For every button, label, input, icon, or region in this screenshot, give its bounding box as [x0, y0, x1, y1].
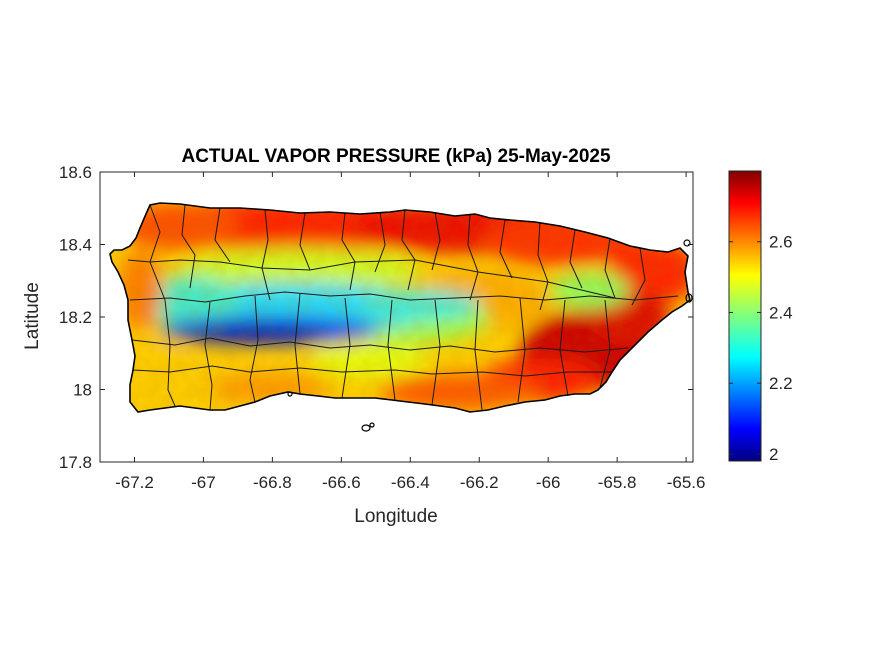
- municipal-boundary: [132, 365, 612, 377]
- municipal-boundary: [537, 221, 549, 311]
- municipal-boundary: [341, 212, 356, 291]
- x-tick-label: -65.6: [667, 473, 706, 492]
- municipal-boundary: [261, 209, 271, 301]
- islet: [683, 239, 691, 247]
- colorbar-tick-label: 2.6: [769, 233, 793, 252]
- municipal-boundary: [374, 211, 386, 273]
- municipal-boundary: [131, 337, 629, 353]
- islet: [287, 391, 293, 397]
- municipal-boundary: [341, 297, 351, 399]
- municipal-boundary: [599, 299, 611, 389]
- x-tick-label: -67: [191, 473, 216, 492]
- y-tick-label: 17.8: [59, 453, 92, 472]
- municipal-boundary: [127, 259, 616, 299]
- colorbar-ticks: 2 2.2 2.4 2.6: [729, 233, 793, 464]
- y-axis-ticks: 18.6 18.4 18.2 18 17.8: [59, 163, 693, 472]
- x-tick-label: -67.2: [115, 473, 154, 492]
- x-tick-label: -66.4: [391, 473, 430, 492]
- municipal-boundary: [181, 204, 196, 289]
- field-texture: [110, 203, 690, 412]
- x-tick-label: -66.8: [253, 473, 292, 492]
- islet: [361, 424, 371, 432]
- colorbar-tick-label: 2: [769, 445, 778, 464]
- municipal-boundary: [299, 212, 311, 271]
- municipal-boundary: [569, 229, 583, 289]
- municipal-boundary: [559, 299, 569, 397]
- x-tick-label: -66: [536, 473, 561, 492]
- municipal-boundary: [149, 204, 166, 301]
- y-tick-label: 18.2: [59, 308, 92, 327]
- municipal-boundary: [214, 207, 231, 263]
- municipal-boundary: [604, 237, 616, 299]
- x-tick-label: -65.8: [598, 473, 637, 492]
- municipal-boundary: [294, 293, 301, 395]
- y-tick-label: 18: [73, 381, 92, 400]
- municipal-boundary: [431, 211, 441, 271]
- colorbar-tick-label: 2.2: [769, 374, 793, 393]
- municipal-boundary: [431, 299, 441, 406]
- y-tick-label: 18.6: [59, 163, 92, 182]
- municipal-boundary: [387, 299, 396, 401]
- map-layer: [110, 203, 690, 412]
- municipal-boundary: [204, 301, 213, 411]
- coastline: [109, 202, 691, 413]
- x-axis-ticks: -67.2 -67 -66.8 -66.6 -66.4 -66.2 -66 -65.8 -65.…: [115, 172, 705, 492]
- x-tick-label: -66.6: [322, 473, 361, 492]
- municipal-boundary: [249, 295, 259, 403]
- municipal-boundary: [517, 297, 526, 403]
- municipal-boundary: [467, 213, 479, 301]
- municipal-boundary: [631, 247, 646, 306]
- municipal-boundary: [129, 291, 679, 303]
- chart-title: ACTUAL VAPOR PRESSURE (kPa) 25-May-2025: [181, 146, 610, 167]
- x-axis-label: Longitude: [354, 506, 437, 527]
- x-tick-label: -66.2: [460, 473, 499, 492]
- islets: [287, 239, 693, 432]
- y-tick-label: 18.4: [59, 236, 92, 255]
- colorbar: [728, 170, 762, 462]
- islet: [685, 293, 693, 303]
- islet: [369, 422, 375, 428]
- municipal-boundary: [401, 209, 416, 291]
- municipal-boundary: [474, 299, 483, 411]
- colorbar-tick-label: 2.4: [769, 303, 793, 322]
- municipal-boundary: [499, 219, 513, 279]
- y-axis-label: Latitude: [22, 282, 43, 350]
- municipal-boundary: [164, 299, 176, 407]
- municipal-boundaries: [127, 204, 679, 411]
